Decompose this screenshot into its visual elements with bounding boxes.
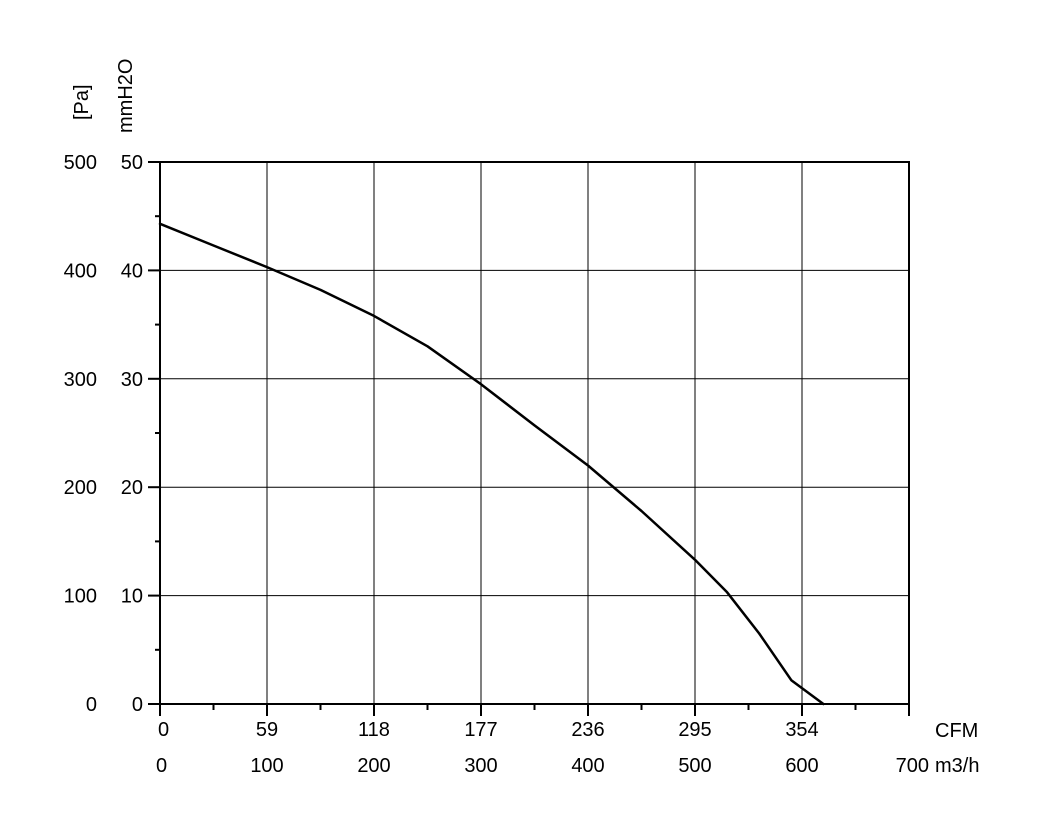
y-tick-labels-mmh2o: 0 10 20 30 40 50 — [121, 152, 143, 716]
y-tick-label-mmh2o: 10 — [121, 586, 143, 608]
x-tick-label-m3h: 300 — [464, 755, 497, 777]
y-tick-label-pa: 300 — [64, 369, 97, 391]
y-tick-label-pa: 100 — [64, 586, 97, 608]
x-tick-label-m3h: 500 — [678, 755, 711, 777]
y-tick-label-pa: 500 — [64, 152, 97, 174]
x-tick-label-cfm: 236 — [571, 719, 604, 741]
x-tick-label-m3h: 400 — [571, 755, 604, 777]
y-tick-label-mmh2o: 40 — [121, 260, 143, 282]
x-tick-label-cfm: 59 — [256, 719, 278, 741]
grid-lines — [160, 162, 909, 704]
x-tick-label-cfm: 0 — [158, 719, 169, 741]
y-tick-labels-pa: 0 100 200 300 400 500 — [64, 152, 97, 716]
y-tick-label-mmh2o: 30 — [121, 369, 143, 391]
x-unit-cfm-label: CFM — [935, 720, 978, 742]
y-tick-label-mmh2o: 0 — [132, 694, 143, 716]
y-tick-label-pa: 0 — [86, 694, 97, 716]
y-tick-label-pa: 200 — [64, 477, 97, 499]
x-tick-label-m3h: 600 — [785, 755, 818, 777]
x-tick-label-m3h: 700 — [896, 755, 929, 777]
pressure-flow-curve — [158, 222, 825, 706]
y-unit-mmh2o-label: mmH2O — [115, 59, 137, 133]
x-tick-labels-m3h: 0 100 200 300 400 500 600 700 — [156, 755, 929, 777]
x-tick-labels-cfm: 0 59 118 177 236 295 354 — [158, 719, 819, 741]
x-tick-label-m3h: 0 — [156, 755, 167, 777]
x-tick-label-cfm: 354 — [785, 719, 818, 741]
x-tick-label-m3h: 100 — [250, 755, 283, 777]
x-tick-label-cfm: 118 — [358, 719, 390, 741]
minor-ticks — [148, 161, 910, 716]
y-tick-label-mmh2o: 20 — [121, 477, 143, 499]
x-unit-m3h-label: m3/h — [935, 755, 979, 777]
y-tick-label-mmh2o: 50 — [121, 152, 143, 174]
y-tick-label-pa: 400 — [64, 260, 97, 282]
plot-frame — [159, 161, 910, 705]
x-tick-label-cfm: 295 — [678, 719, 711, 741]
x-tick-label-m3h: 200 — [357, 755, 390, 777]
x-tick-label-cfm: 177 — [464, 719, 497, 741]
y-unit-pa-label: [Pa] — [71, 84, 93, 120]
